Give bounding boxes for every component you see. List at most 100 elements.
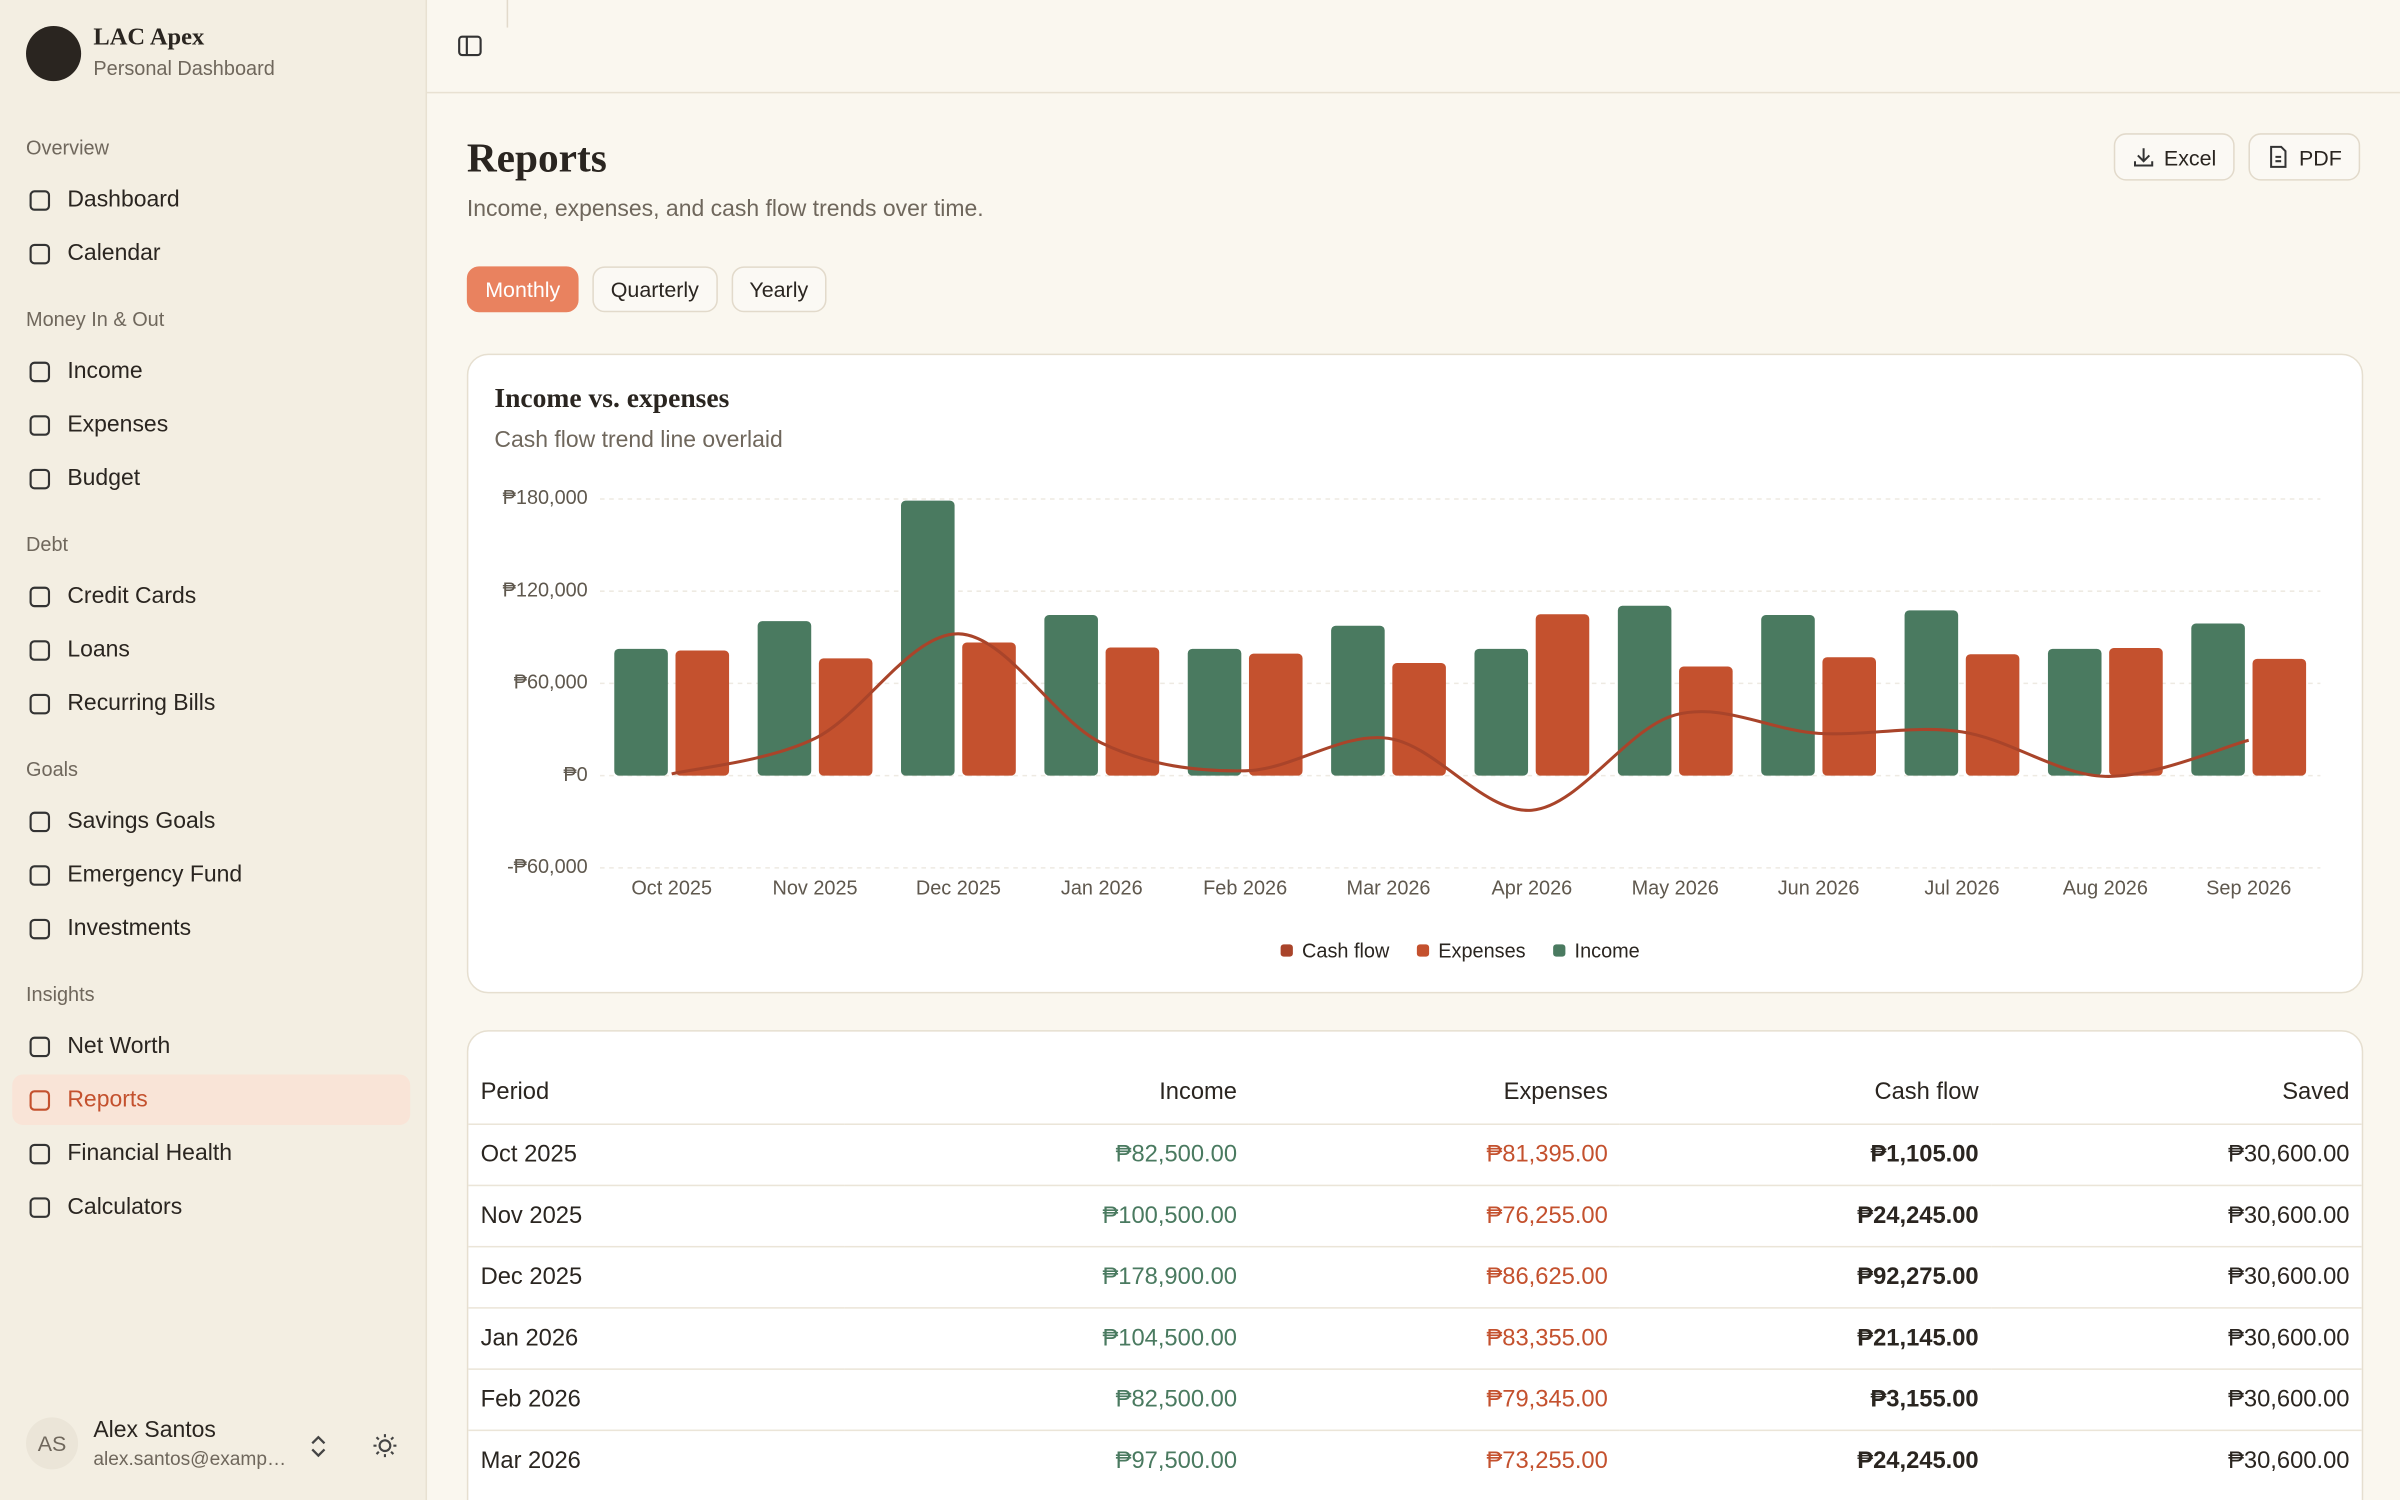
- nav-label: Dashboard: [67, 186, 180, 213]
- nav-icon: [29, 639, 51, 660]
- x-tick-label: May 2026: [1632, 878, 1719, 900]
- nav-item[interactable]: Loans: [12, 624, 410, 675]
- bar: [1535, 614, 1590, 776]
- user-menu[interactable]: [308, 1434, 329, 1458]
- table-cell: ₱30,600.00: [1990, 1368, 2362, 1431]
- y-tick-label: ₱120,000: [503, 579, 588, 601]
- table-cell: ₱30,600.00: [1990, 1307, 2362, 1370]
- nav-section-title: Insights: [26, 982, 95, 1006]
- table-cell: ₱21,145.00: [1620, 1307, 1991, 1370]
- icon-shape: [29, 1196, 51, 1218]
- nav-icon: [29, 1089, 51, 1110]
- table-cell: Dec 2025: [468, 1245, 845, 1308]
- table-row: Feb 2026 ₱82,500.00 ₱79,345.00 ₱3,155.00 ₱30…: [468, 1368, 2362, 1431]
- nav-item[interactable]: Dashboard: [12, 174, 410, 225]
- divider: [506, 0, 509, 28]
- table-cell: ₱79,345.00: [1249, 1368, 1621, 1431]
- nav-label: Recurring Bills: [67, 690, 216, 717]
- nav-icon: [29, 693, 51, 714]
- line: [671, 632, 2250, 812]
- bar: [1822, 657, 1877, 776]
- table-cell: ₱1,105.00: [1620, 1123, 1991, 1186]
- x-tick-label: Feb 2026: [1203, 878, 1287, 900]
- bar: [1965, 654, 2020, 776]
- nav-item[interactable]: Calendar: [12, 228, 410, 279]
- nav-item[interactable]: Savings Goals: [12, 796, 410, 847]
- nav-item[interactable]: Calculators: [12, 1182, 410, 1233]
- nav-item[interactable]: Investments: [12, 903, 410, 954]
- nav-label: Expenses: [67, 411, 169, 438]
- export-button[interactable]: PDF: [2248, 133, 2361, 181]
- bar: [1187, 648, 1242, 776]
- y-tick-label: ₱0: [563, 764, 587, 786]
- avatar: AS: [26, 1417, 79, 1470]
- x-tick-label: Nov 2025: [772, 878, 857, 900]
- nav-icon: [29, 810, 51, 832]
- icon-shape: [29, 693, 51, 714]
- table-row: Dec 2025 ₱178,900.00 ₱86,625.00 ₱92,275.00 ₱…: [468, 1245, 2362, 1308]
- page-subtitle: Income, expenses, and cash flow trends o…: [466, 195, 984, 222]
- table-cell: ₱82,500.00: [844, 1368, 1250, 1431]
- nav-item[interactable]: Financial Health: [12, 1128, 410, 1179]
- icon-shape: [2133, 148, 2153, 167]
- x-tick-label: Aug 2026: [2063, 878, 2148, 900]
- icon-shape: [29, 585, 51, 607]
- nav-item[interactable]: Recurring Bills: [12, 678, 410, 729]
- bar: [2252, 658, 2307, 776]
- report-table: Period Income Expenses Cash flow Saved Oct 20…: [468, 1062, 2362, 1491]
- x-tick-label: Sep 2026: [2206, 878, 2291, 900]
- nav-item[interactable]: Income: [12, 346, 410, 397]
- table-cell: ₱30,600.00: [1990, 1429, 2362, 1491]
- table-cell: ₱86,625.00: [1249, 1245, 1621, 1308]
- tab[interactable]: Yearly: [731, 266, 827, 313]
- nav-item[interactable]: Net Worth: [12, 1021, 410, 1072]
- legend-swatch: [1416, 944, 1430, 957]
- bar: [1679, 666, 1733, 776]
- brand-subtitle: Personal Dashboard: [93, 56, 275, 80]
- bar: [1761, 615, 1815, 776]
- bar: [1474, 648, 1529, 776]
- table-row: Oct 2025 ₱82,500.00 ₱81,395.00 ₱1,105.00 ₱30…: [468, 1123, 2362, 1186]
- table-cell: Nov 2025: [468, 1184, 845, 1247]
- nav-item[interactable]: Expenses: [12, 399, 410, 450]
- tab[interactable]: Monthly: [466, 266, 579, 313]
- icon-shape: [29, 810, 51, 832]
- table-cell: ₱104,500.00: [844, 1307, 1250, 1370]
- nav-item[interactable]: Credit Cards: [12, 571, 410, 622]
- icon-shape: [29, 1089, 51, 1110]
- nav-label: Investments: [67, 915, 192, 942]
- table-cell: Jan 2026: [468, 1307, 845, 1370]
- legend-swatch: [1280, 944, 1293, 957]
- icon-shape: [29, 639, 51, 660]
- theme-toggle[interactable]: [372, 1433, 398, 1459]
- nav-label: Calculators: [67, 1193, 183, 1220]
- column-header: Period: [480, 1079, 550, 1106]
- sidebar-toggle[interactable]: [458, 34, 482, 58]
- nav-item[interactable]: Emergency Fund: [12, 849, 410, 900]
- nav-label: Financial Health: [67, 1140, 232, 1167]
- tab[interactable]: Quarterly: [592, 266, 718, 313]
- table-cell: ₱24,245.00: [1620, 1184, 1991, 1247]
- nav-icon: [29, 189, 51, 210]
- nav-label: Emergency Fund: [67, 861, 243, 888]
- bar: [1617, 605, 1672, 776]
- icon-shape: [29, 414, 51, 435]
- table-cell: ₱30,600.00: [1990, 1245, 2362, 1308]
- nav-item[interactable]: Budget: [12, 453, 410, 504]
- export-buttons: Excel PDF: [2113, 133, 2361, 181]
- nav-label: Income: [67, 358, 143, 385]
- nav-item[interactable]: Reports: [12, 1074, 411, 1125]
- nav-label: Calendar: [67, 240, 161, 267]
- nav-icon: [29, 585, 51, 607]
- x-tick-label: Oct 2025: [631, 878, 712, 900]
- nav-label: Budget: [67, 465, 141, 492]
- bar: [2109, 648, 2163, 776]
- table-cell: ₱178,900.00: [844, 1245, 1250, 1308]
- button-label: PDF: [2298, 144, 2342, 170]
- table-row: Nov 2025 ₱100,500.00 ₱76,255.00 ₱24,245.00 ₱…: [468, 1184, 2362, 1247]
- bar: [1331, 625, 1385, 776]
- export-button[interactable]: Excel: [2113, 133, 2235, 181]
- icon-shape: [29, 243, 51, 264]
